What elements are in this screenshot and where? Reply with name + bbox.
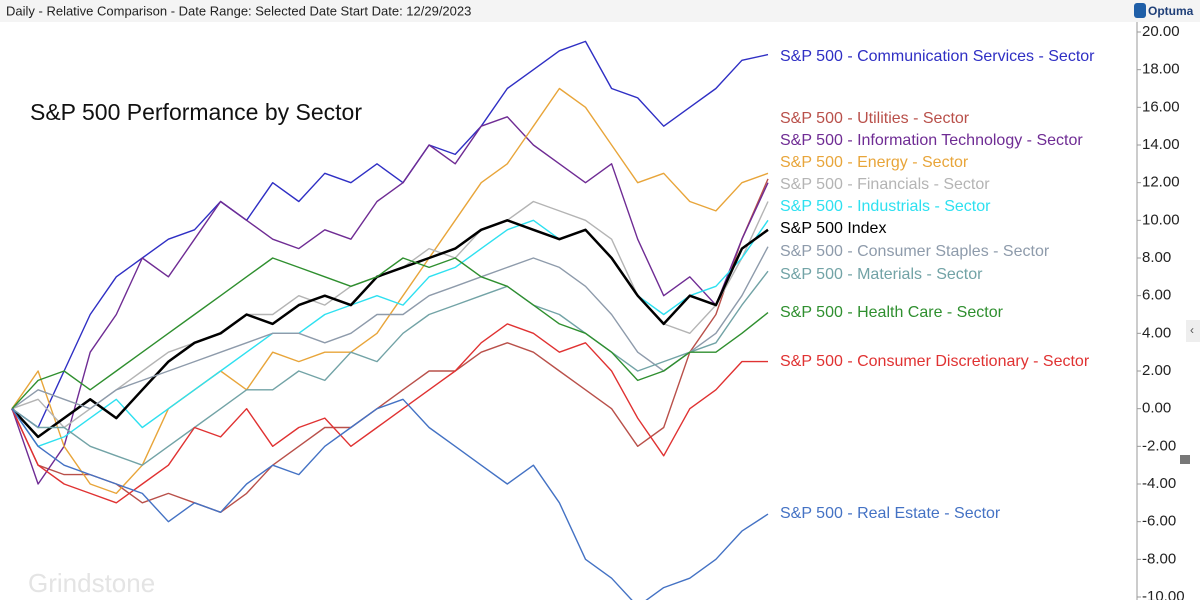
legend-label: S&P 500 - Consumer Staples - Sector bbox=[780, 243, 1050, 260]
series-line bbox=[11, 323, 768, 504]
series-line bbox=[11, 270, 769, 466]
y-tick-label: -10.00 bbox=[1142, 588, 1185, 600]
y-tick-label: 10.00 bbox=[1142, 211, 1180, 228]
header-bar bbox=[0, 0, 1200, 22]
legend-label: S&P 500 - Health Care - Sector bbox=[780, 304, 1004, 321]
series-line bbox=[11, 178, 769, 513]
header: Daily - Relative Comparison - Date Range… bbox=[6, 3, 471, 18]
lock-icon bbox=[1180, 455, 1190, 464]
series-line bbox=[11, 219, 769, 447]
series-line bbox=[11, 246, 769, 410]
legend-label: S&P 500 - Consumer Discretionary - Secto… bbox=[780, 353, 1090, 370]
legend-label: S&P 500 - Materials - Sector bbox=[780, 266, 983, 283]
y-tick-label: 4.00 bbox=[1142, 324, 1171, 341]
series-line bbox=[11, 40, 769, 429]
chart-title: S&P 500 Performance by Sector bbox=[30, 99, 362, 125]
y-tick-label: -2.00 bbox=[1142, 437, 1176, 454]
legend-label: S&P 500 Index bbox=[780, 220, 886, 237]
legend-label: S&P 500 - Energy - Sector bbox=[780, 154, 969, 171]
y-tick-label: 8.00 bbox=[1142, 249, 1171, 266]
y-tick-label: 18.00 bbox=[1142, 61, 1180, 78]
series-line bbox=[11, 116, 769, 485]
y-tick-label: -6.00 bbox=[1142, 513, 1176, 530]
y-tick-label: 14.00 bbox=[1142, 136, 1180, 153]
y-tick-label: -4.00 bbox=[1142, 475, 1176, 492]
series-line bbox=[11, 257, 769, 410]
y-tick-label: 6.00 bbox=[1142, 287, 1171, 304]
y-tick-label: 2.00 bbox=[1142, 362, 1171, 379]
series-line bbox=[11, 219, 769, 439]
legend-label: S&P 500 - Information Technology - Secto… bbox=[780, 132, 1083, 149]
legend-label: S&P 500 - Real Estate - Sector bbox=[780, 505, 1001, 522]
watermark: Grindstone bbox=[28, 568, 155, 598]
series-line bbox=[11, 87, 769, 495]
y-tick-label: 16.00 bbox=[1142, 98, 1180, 115]
series-line bbox=[11, 398, 769, 600]
y-tick-label: -8.00 bbox=[1142, 550, 1176, 567]
legend-label: S&P 500 - Utilities - Sector bbox=[780, 110, 970, 127]
legend-label: S&P 500 - Financials - Sector bbox=[780, 176, 990, 193]
y-tick-label: 0.00 bbox=[1142, 400, 1171, 417]
side-tab[interactable] bbox=[1186, 320, 1200, 342]
side-tab-icon: ‹ bbox=[1190, 323, 1194, 337]
plot bbox=[11, 40, 769, 600]
logo: Optuma bbox=[1148, 4, 1194, 18]
logo-icon bbox=[1134, 3, 1146, 18]
y-tick-label: 20.00 bbox=[1142, 23, 1180, 40]
y-tick-label: 12.00 bbox=[1142, 174, 1180, 191]
legend-label: S&P 500 - Industrials - Sector bbox=[780, 198, 991, 215]
legend-label: S&P 500 - Communication Services - Secto… bbox=[780, 48, 1095, 65]
